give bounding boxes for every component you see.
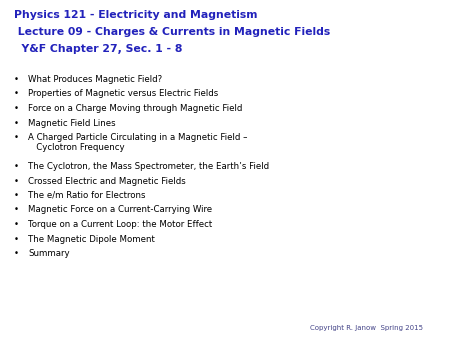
Text: •: •: [14, 176, 19, 186]
Text: •: •: [14, 249, 19, 258]
Text: •: •: [14, 90, 19, 98]
Text: The e/m Ratio for Electrons: The e/m Ratio for Electrons: [28, 191, 145, 200]
Text: •: •: [14, 191, 19, 200]
Text: Y&F Chapter 27, Sec. 1 - 8: Y&F Chapter 27, Sec. 1 - 8: [14, 44, 182, 54]
Text: The Magnetic Dipole Moment: The Magnetic Dipole Moment: [28, 235, 155, 243]
Text: Force on a Charge Moving through Magnetic Field: Force on a Charge Moving through Magneti…: [28, 104, 243, 113]
Text: Torque on a Current Loop: the Motor Effect: Torque on a Current Loop: the Motor Effe…: [28, 220, 212, 229]
Text: •: •: [14, 119, 19, 127]
Text: •: •: [14, 133, 19, 142]
Text: •: •: [14, 235, 19, 243]
Text: Lecture 09 - Charges & Currents in Magnetic Fields: Lecture 09 - Charges & Currents in Magne…: [14, 27, 330, 37]
Text: Magnetic Field Lines: Magnetic Field Lines: [28, 119, 116, 127]
Text: Magnetic Force on a Current-Carrying Wire: Magnetic Force on a Current-Carrying Wir…: [28, 206, 212, 215]
Text: Physics 121 - Electricity and Magnetism: Physics 121 - Electricity and Magnetism: [14, 10, 257, 20]
Text: Summary: Summary: [28, 249, 70, 258]
Text: What Produces Magnetic Field?: What Produces Magnetic Field?: [28, 75, 162, 84]
Text: Properties of Magnetic versus Electric Fields: Properties of Magnetic versus Electric F…: [28, 90, 218, 98]
Text: •: •: [14, 162, 19, 171]
Text: •: •: [14, 206, 19, 215]
Text: •: •: [14, 75, 19, 84]
Text: The Cyclotron, the Mass Spectrometer, the Earth’s Field: The Cyclotron, the Mass Spectrometer, th…: [28, 162, 269, 171]
Text: A Charged Particle Circulating in a Magnetic Field –
   Cyclotron Frequency: A Charged Particle Circulating in a Magn…: [28, 133, 248, 152]
Text: •: •: [14, 104, 19, 113]
Text: Copyright R. Janow  Spring 2015: Copyright R. Janow Spring 2015: [310, 325, 423, 331]
Text: Crossed Electric and Magnetic Fields: Crossed Electric and Magnetic Fields: [28, 176, 186, 186]
Text: •: •: [14, 220, 19, 229]
